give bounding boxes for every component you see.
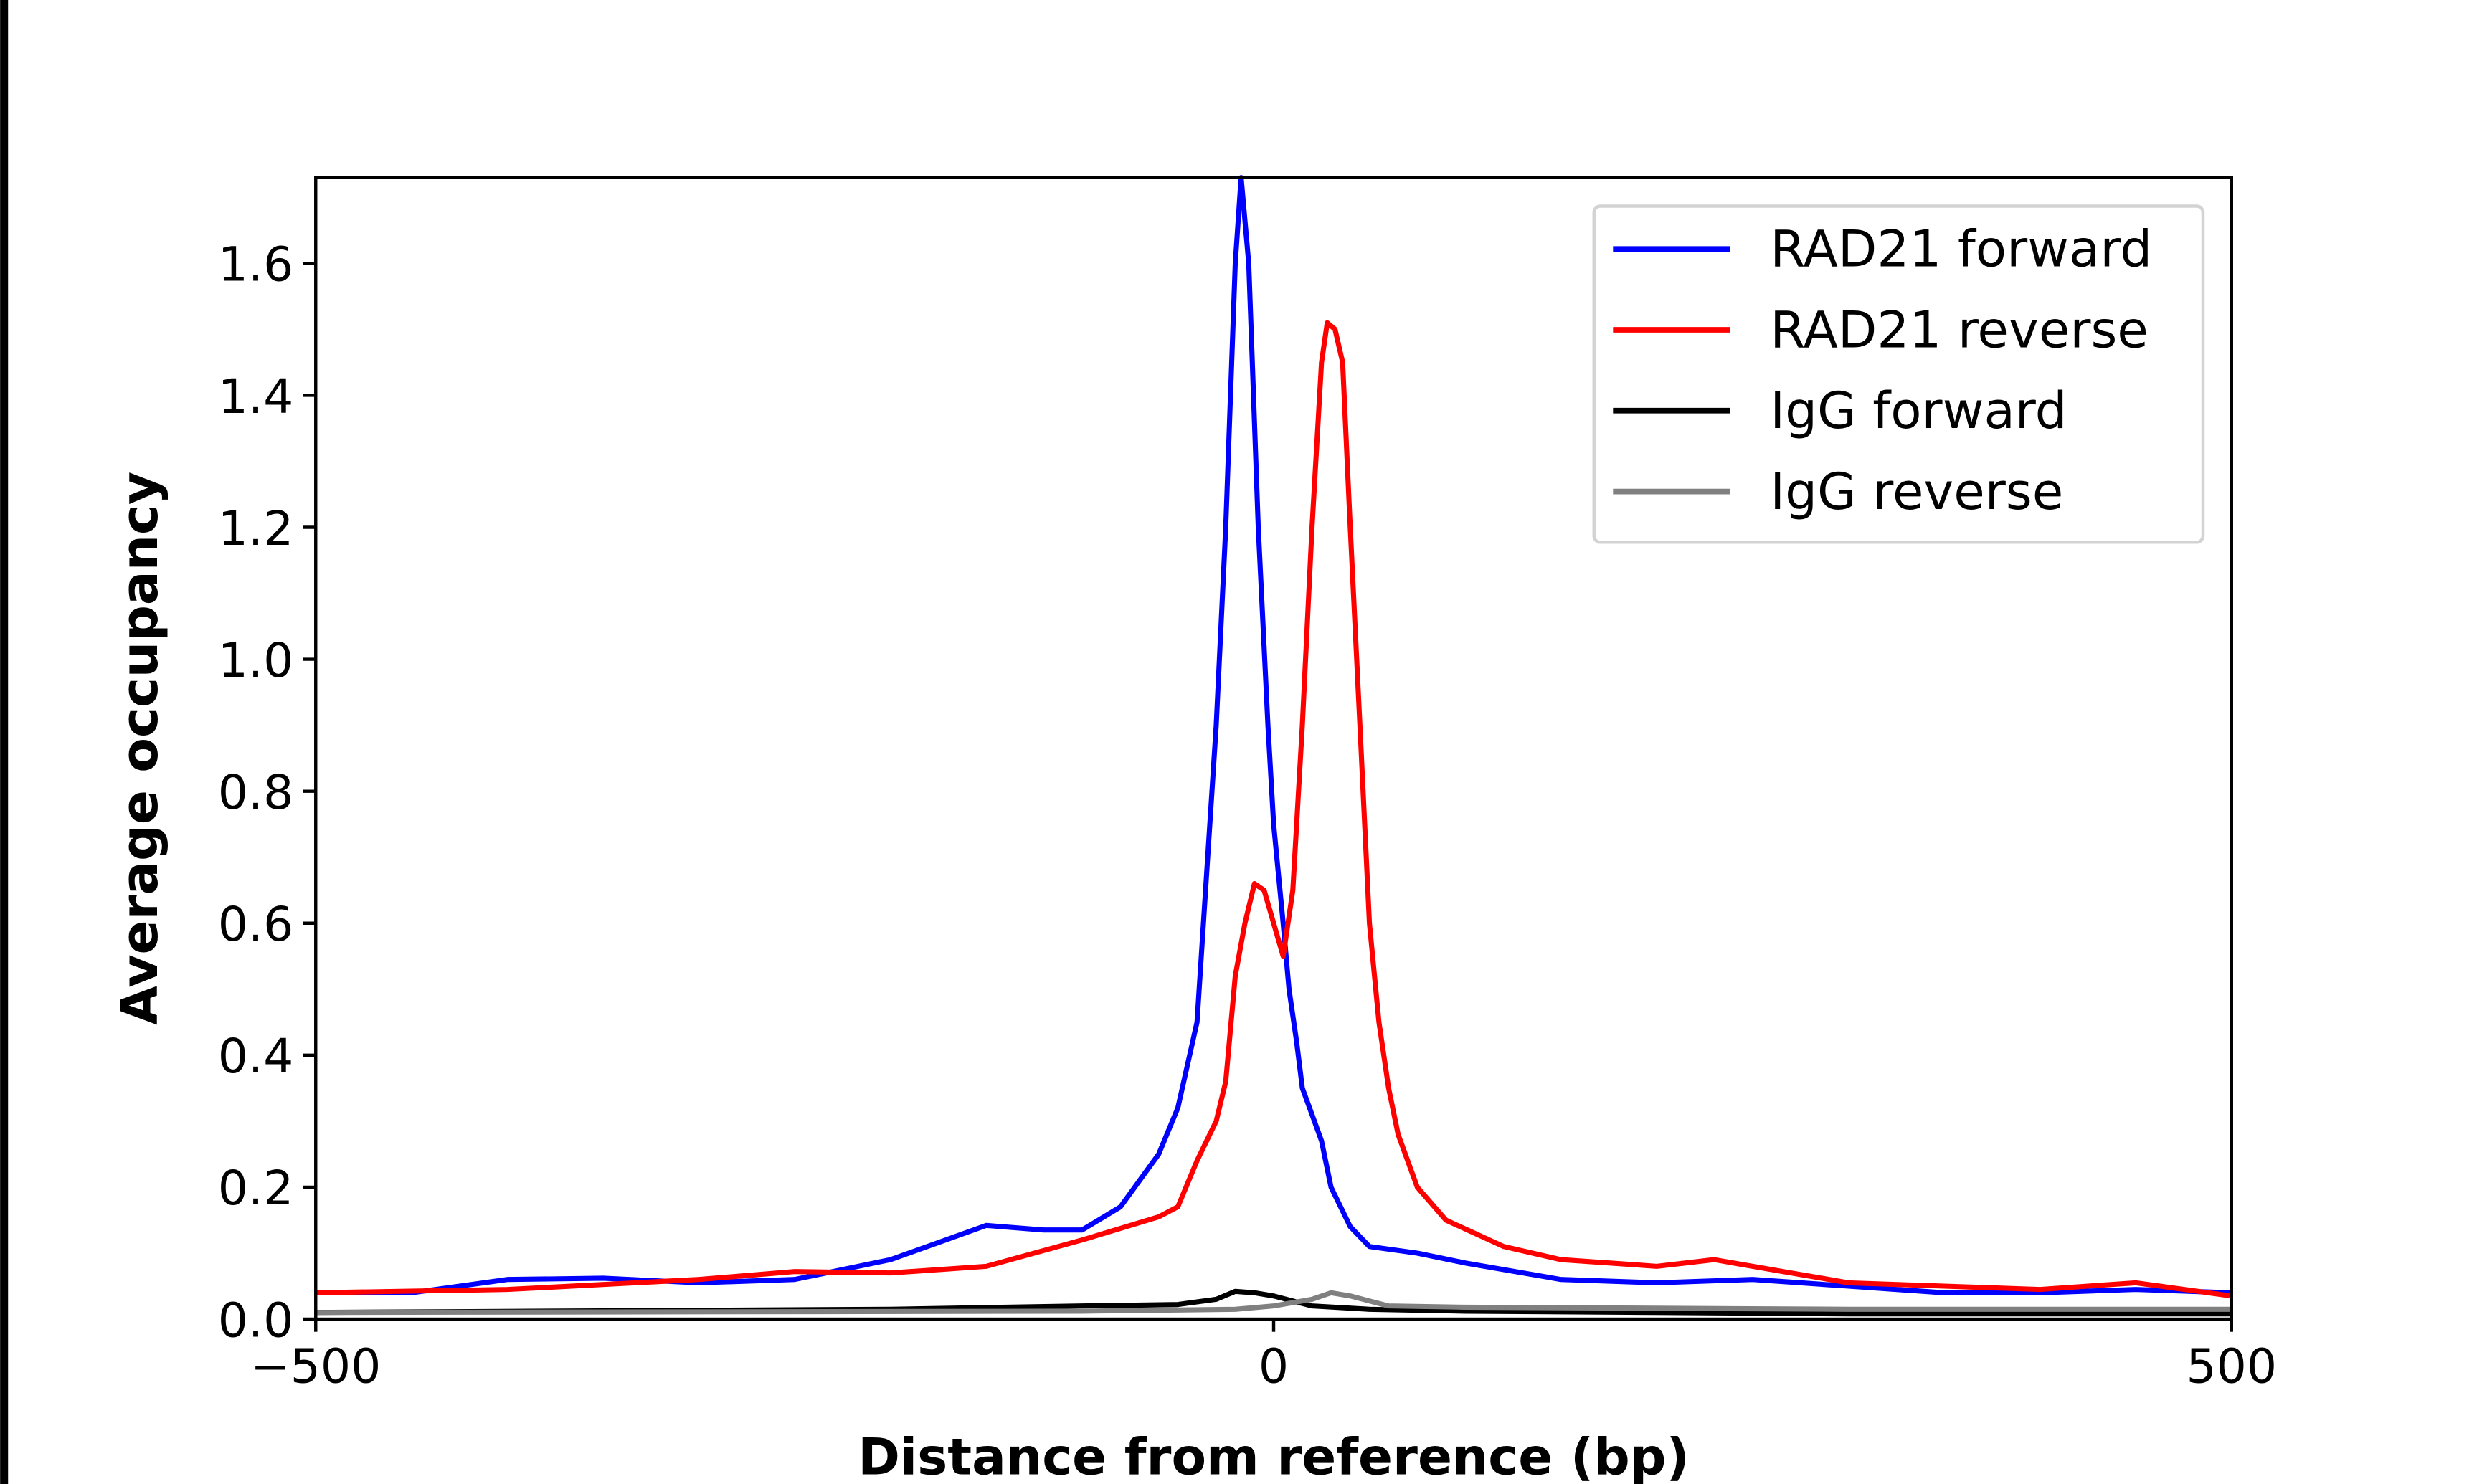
legend-label: IgG forward [1770, 381, 2067, 440]
x-axis-label: Distance from reference (bp) [858, 1427, 1690, 1484]
y-tick-label: 0.2 [218, 1160, 293, 1216]
y-tick-label: 1.2 [218, 500, 293, 556]
y-axis-label: Average occupancy [110, 472, 169, 1025]
plot-lines [316, 175, 2232, 1317]
legend-label: IgG reverse [1770, 462, 2063, 521]
legend-label: RAD21 reverse [1770, 300, 2149, 359]
y-tick-label: 0.6 [218, 896, 293, 952]
x-tick-label: −500 [250, 1338, 381, 1394]
series-line-rad21-forward [316, 175, 2232, 1295]
y-tick-label: 1.6 [218, 237, 293, 292]
left-border [0, 0, 9, 1484]
y-tick-label: 0.0 [218, 1292, 293, 1348]
y-tick-label: 1.0 [218, 632, 293, 688]
y-tick-label: 0.4 [218, 1028, 293, 1084]
series-line-igg-reverse [316, 1290, 2232, 1316]
legend: RAD21 forward RAD21 reverse IgG forward IgG… [1592, 204, 2205, 544]
ticks: −500 0 500 0.0 0.2 0.4 0.6 0.8 1.0 1.2 1.4 1.6 [218, 237, 2277, 1394]
x-tick-label: 0 [1259, 1338, 1289, 1394]
y-tick-label: 1.4 [218, 368, 293, 424]
series-line-rad21-reverse [316, 320, 2232, 1299]
x-tick-label: 500 [2186, 1338, 2277, 1394]
legend-label: RAD21 forward [1770, 219, 2152, 279]
y-tick-label: 0.8 [218, 764, 293, 820]
legend-box [1592, 204, 2205, 544]
series-line-igg-forward [316, 1288, 2232, 1317]
